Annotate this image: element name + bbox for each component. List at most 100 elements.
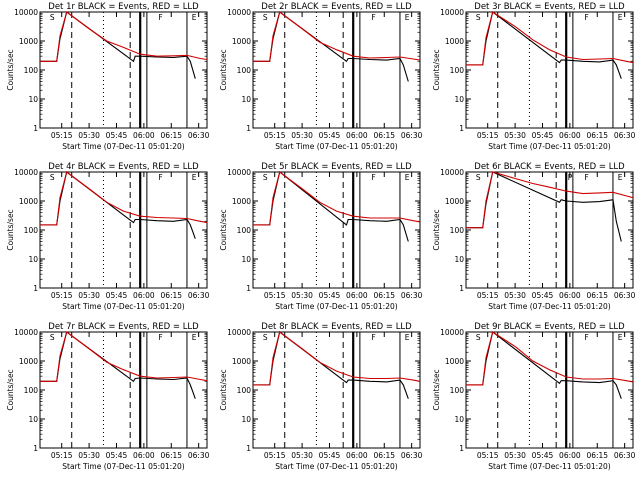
y-tick-label: 1 <box>459 444 464 453</box>
x-tick-label: 06:00 <box>133 131 155 140</box>
y-tick-label: 1000 <box>232 37 251 46</box>
events-series-line <box>40 331 196 399</box>
x-tick-label: 05:30 <box>291 131 313 140</box>
y-axis-label: Counts/sec <box>219 49 228 90</box>
flag-label: F <box>158 333 162 342</box>
lld-series-line <box>40 11 208 62</box>
x-tick-label: 06:00 <box>559 131 581 140</box>
x-tick-label: 05:30 <box>291 291 313 300</box>
x-tick-label: 06:15 <box>373 451 395 460</box>
chart-title: Det 7r BLACK = Events, RED = LLD <box>48 322 199 332</box>
y-tick-label: 10 <box>454 95 464 104</box>
lld-series-line <box>40 331 208 382</box>
y-axis-label: Counts/sec <box>432 369 441 410</box>
y-tick-label: 1 <box>246 284 251 293</box>
detector-chart: Det 1r BLACK = Events, RED = LLD 1 10 100 10… <box>6 2 210 151</box>
chart-title: Det 2r BLACK = Events, RED = LLD <box>261 2 412 12</box>
y-tick-label: 1000 <box>232 197 251 206</box>
x-axis-label: Start Time (07-Dec-11 05:01:20) <box>488 462 610 471</box>
y-tick-label: 1000 <box>445 197 464 206</box>
x-tick-label: 06:30 <box>401 291 423 300</box>
detector-chart: Det 8r BLACK = Events, RED = LLD 1 10 100 10… <box>219 322 423 471</box>
flag-label: S <box>476 173 481 182</box>
x-tick-label: 06:30 <box>188 131 210 140</box>
y-tick-label: 1000 <box>445 357 464 366</box>
y-tick-label: 1 <box>246 124 251 133</box>
y-tick-label: 100 <box>24 386 39 395</box>
x-axis-label: Start Time (07-Dec-11 05:01:20) <box>488 142 610 151</box>
flag-label: F <box>158 13 162 22</box>
plot-frame <box>39 171 208 289</box>
x-tick-label: 05:15 <box>264 131 286 140</box>
x-tick-label: 05:15 <box>477 451 499 460</box>
y-axis-label: Counts/sec <box>6 49 15 90</box>
y-tick-label: 10000 <box>227 168 251 177</box>
flag-label: F <box>371 173 375 182</box>
x-tick-label: 06:15 <box>586 291 608 300</box>
y-axis-label: Counts/sec <box>432 209 441 250</box>
y-tick-label: 1000 <box>19 197 38 206</box>
lld-series-line <box>253 331 421 386</box>
detector-chart: Det 3r BLACK = Events, RED = LLD 1 10 100 10… <box>432 2 636 151</box>
plot-frame <box>39 331 208 449</box>
x-tick-label: 06:30 <box>614 451 636 460</box>
x-tick-label: 06:30 <box>614 291 636 300</box>
x-tick-label: 05:15 <box>264 451 286 460</box>
x-tick-label: 05:15 <box>51 451 73 460</box>
x-tick-label: 06:15 <box>586 131 608 140</box>
y-axis-label: Counts/sec <box>219 369 228 410</box>
flag-label: F <box>584 173 588 182</box>
y-axis-label: Counts/sec <box>6 209 15 250</box>
y-tick-label: 10000 <box>227 328 251 337</box>
x-tick-label: 05:30 <box>504 451 526 460</box>
plot-frame <box>465 171 634 289</box>
events-series-line <box>40 171 196 239</box>
flag-label: E <box>618 333 623 342</box>
x-tick-label: 05:45 <box>319 291 341 300</box>
y-tick-label: 1000 <box>445 37 464 46</box>
flag-label: E <box>192 173 197 182</box>
y-tick-label: 1000 <box>19 37 38 46</box>
chart-title: Det 8r BLACK = Events, RED = LLD <box>261 322 412 332</box>
x-tick-label: 06:30 <box>188 451 210 460</box>
flag-label: F <box>584 13 588 22</box>
flag-label: S <box>263 13 268 22</box>
y-axis-label: Counts/sec <box>432 49 441 90</box>
plot-frame <box>252 11 421 129</box>
lld-series-line <box>466 11 634 66</box>
y-tick-label: 100 <box>237 66 252 75</box>
flag-label: E <box>618 13 623 22</box>
plot-frame <box>465 11 634 129</box>
x-axis-label: Start Time (07-Dec-11 05:01:20) <box>275 462 397 471</box>
events-series-line <box>253 331 409 399</box>
chart-title: Det 9r BLACK = Events, RED = LLD <box>474 322 625 332</box>
y-axis-label: Counts/sec <box>219 209 228 250</box>
y-tick-label: 10 <box>28 415 38 424</box>
x-tick-label: 06:15 <box>160 131 182 140</box>
y-tick-label: 1000 <box>19 357 38 366</box>
x-tick-label: 05:15 <box>51 131 73 140</box>
x-axis-label: Start Time (07-Dec-11 05:01:20) <box>275 142 397 151</box>
x-tick-label: 06:00 <box>133 451 155 460</box>
x-tick-label: 06:30 <box>401 451 423 460</box>
x-tick-label: 06:30 <box>188 291 210 300</box>
x-tick-label: 05:45 <box>106 291 128 300</box>
flag-label: S <box>476 333 481 342</box>
x-tick-label: 05:15 <box>477 131 499 140</box>
y-tick-label: 1000 <box>232 357 251 366</box>
chart-title: Det 6r BLACK = Events, RED = LLD <box>474 162 625 172</box>
events-series-line <box>253 171 409 242</box>
flag-label: E <box>405 333 410 342</box>
detector-chart: Det 5r BLACK = Events, RED = LLD 1 10 100 10… <box>219 162 423 311</box>
y-tick-label: 1 <box>33 284 38 293</box>
lld-series-line <box>40 171 208 226</box>
x-axis-label: Start Time (07-Dec-11 05:01:20) <box>62 462 184 471</box>
lld-series-line <box>466 171 634 229</box>
x-tick-label: 06:15 <box>586 451 608 460</box>
flag-label: S <box>50 333 55 342</box>
detector-chart: Det 9r BLACK = Events, RED = LLD 1 10 100 10… <box>432 322 636 471</box>
flag-label: E <box>192 333 197 342</box>
y-tick-label: 10000 <box>14 168 38 177</box>
chart-title: Det 1r BLACK = Events, RED = LLD <box>48 2 199 12</box>
flag-label: F <box>158 173 162 182</box>
